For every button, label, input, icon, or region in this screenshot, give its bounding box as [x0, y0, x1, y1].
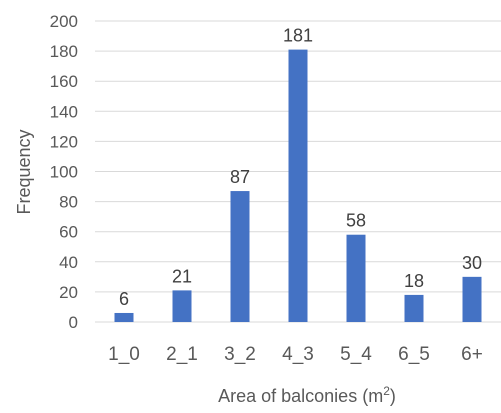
x-axis-title-main: Area of balconies (m [218, 386, 383, 406]
bars [114, 49, 482, 322]
data-label: 6 [119, 289, 129, 309]
x-category-label: 3_2 [224, 344, 256, 365]
x-category-label: 6+ [461, 344, 483, 365]
data-label: 18 [404, 271, 424, 291]
y-tick-label: 200 [50, 12, 78, 31]
x-axis-title-superscript: 2 [383, 384, 390, 398]
y-tick-label: 180 [50, 42, 78, 61]
bar [172, 290, 192, 322]
data-label: 30 [462, 253, 482, 273]
data-label: 87 [230, 167, 250, 187]
y-tick-label: 80 [59, 193, 78, 212]
data-label: 21 [172, 266, 192, 286]
x-axis-title: Area of balconies (m2) [218, 384, 396, 406]
y-tick-label: 160 [50, 72, 78, 91]
y-axis-title: Frequency [14, 129, 34, 214]
y-tick-label: 0 [69, 313, 78, 332]
data-labels: 6 21 87 181 58 18 30 [119, 26, 482, 309]
y-axis-ticks: 0 20 40 60 80 100 120 140 160 180 200 [50, 12, 78, 332]
y-tick-label: 40 [59, 253, 78, 272]
y-tick-label: 60 [59, 223, 78, 242]
bar [114, 312, 134, 322]
data-label: 181 [283, 26, 313, 46]
x-category-label: 2_1 [166, 344, 198, 365]
x-category-label: 5_4 [340, 344, 372, 365]
bar [346, 234, 366, 322]
x-axis-title-suffix: ) [390, 386, 396, 406]
data-label: 58 [346, 211, 366, 231]
bar [288, 49, 308, 322]
y-tick-label: 20 [59, 283, 78, 302]
y-tick-label: 140 [50, 102, 78, 121]
x-category-label: 6_5 [398, 344, 430, 365]
x-category-label: 1_0 [108, 344, 140, 365]
bar [462, 276, 482, 322]
y-tick-label: 120 [50, 132, 78, 151]
x-category-label: 4_3 [282, 344, 314, 365]
y-tick-label: 100 [50, 163, 78, 182]
x-axis-categories: 1_0 2_1 3_2 4_3 5_4 6_5 6+ [108, 344, 483, 365]
bar [404, 294, 424, 322]
bar [230, 191, 250, 322]
